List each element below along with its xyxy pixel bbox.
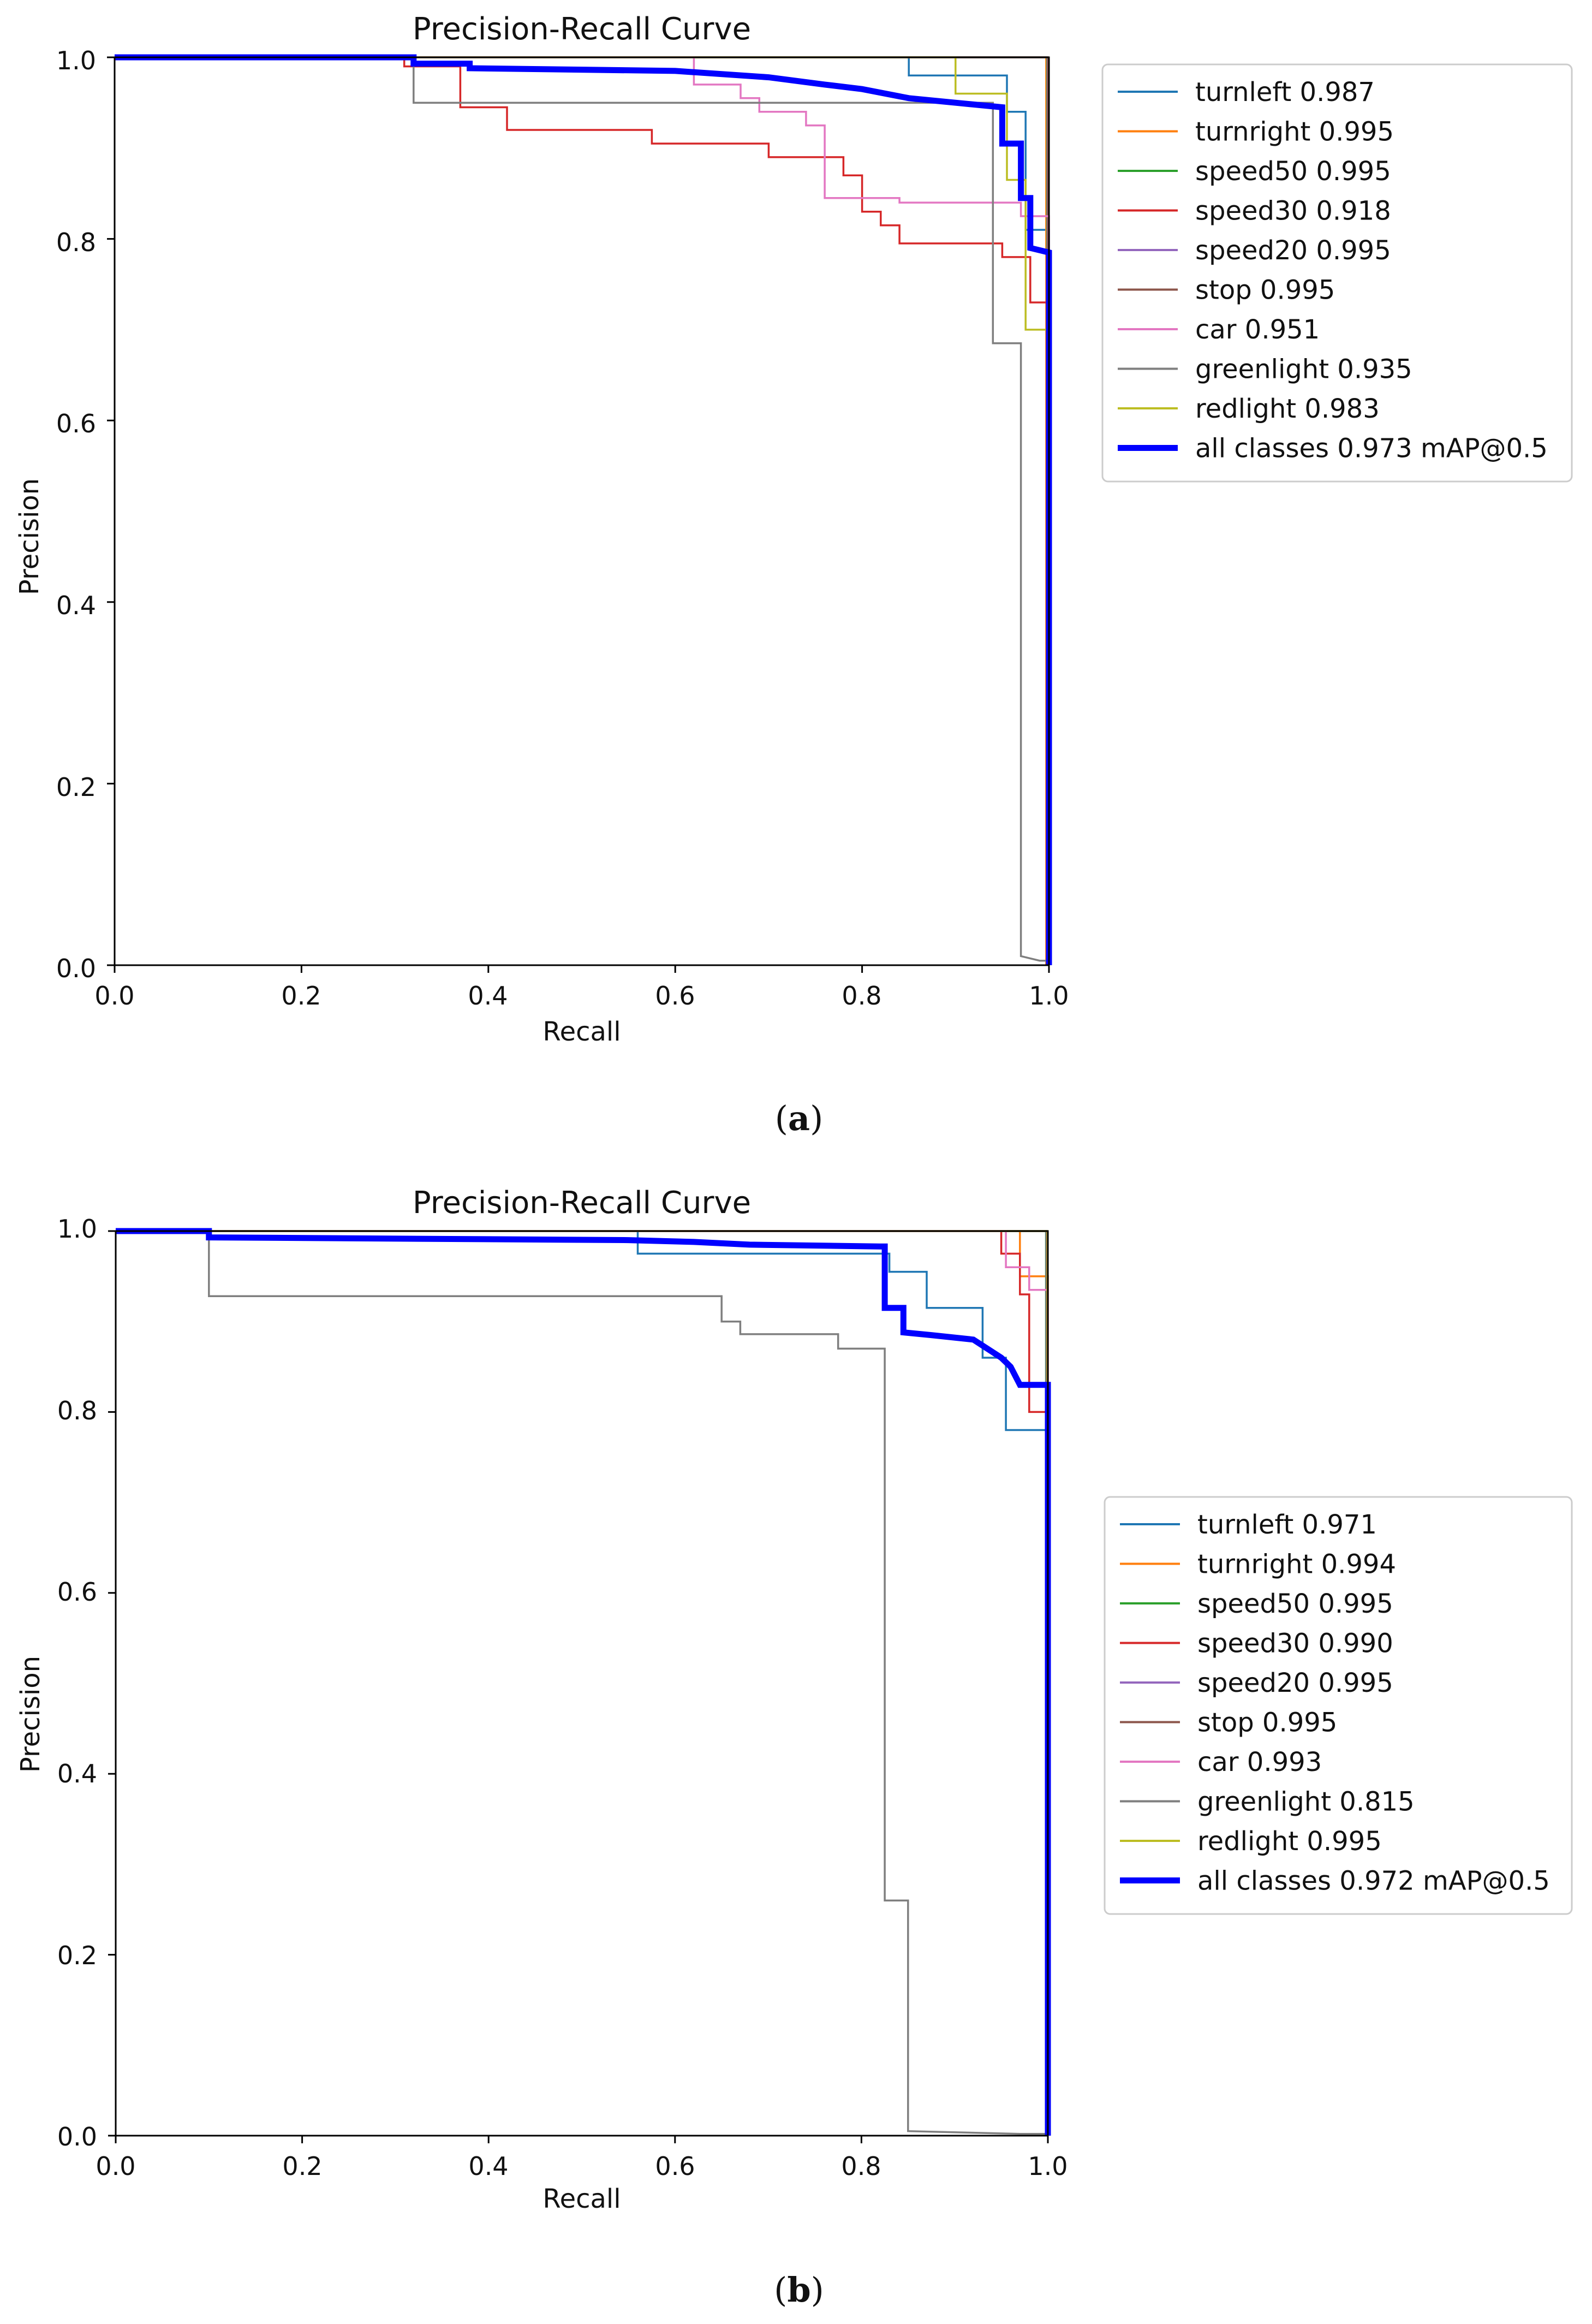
series-line-speed30 xyxy=(115,56,1050,965)
legend-entry: turnleft 0.987 xyxy=(1195,77,1375,108)
series-line-turnleft xyxy=(115,56,1050,965)
legend-entry: all classes 0.973 mAP@0.5 xyxy=(1195,433,1548,464)
legend-entry: speed30 0.918 xyxy=(1195,196,1391,227)
series-line-all-classes xyxy=(116,1228,1051,2136)
y-tick-labels: 0.0 0.2 0.4 0.6 0.8 1.0 xyxy=(57,1214,97,2151)
plot-frame xyxy=(114,56,1050,966)
x-tick-label: 0.0 xyxy=(94,981,134,1011)
series-line-greenlight xyxy=(115,56,1050,965)
panel-caption: (b) xyxy=(774,2270,824,2310)
legend-entry: turnleft 0.971 xyxy=(1197,1509,1377,1540)
x-tick-label: 0.8 xyxy=(841,2151,881,2181)
legend-entry: stop 0.995 xyxy=(1195,275,1335,306)
tick-marks xyxy=(107,56,1050,973)
legend-box xyxy=(1101,63,1573,483)
y-tick-label: 0.0 xyxy=(56,954,96,983)
chart-title: Precision-Recall Curve xyxy=(413,11,751,47)
y-axis-label: Precision xyxy=(15,1656,46,1773)
legend: turnleft 0.971 turnright 0.994 speed50 0.9… xyxy=(1104,1496,1573,1915)
x-tick-label: 1.0 xyxy=(1029,981,1069,1011)
legend-entry: turnright 0.994 xyxy=(1197,1549,1396,1580)
panel-b: Precision-Recall Curve Recall Precision … xyxy=(15,1185,1573,2310)
series-line-speed30 xyxy=(116,1230,1049,2136)
x-tick-label: 0.6 xyxy=(655,2151,695,2181)
x-tick-label: 0.0 xyxy=(96,2151,135,2181)
x-tick-label: 0.4 xyxy=(468,981,508,1011)
y-tick-label: 0.2 xyxy=(57,1941,97,1970)
series-line-greenlight xyxy=(116,1230,1049,2136)
legend: turnleft 0.987 turnright 0.995 speed50 0.9… xyxy=(1101,63,1573,483)
legend-entry: all classes 0.972 mAP@0.5 xyxy=(1197,1866,1550,1897)
y-axis-label: Precision xyxy=(14,478,45,595)
series-line-turnright xyxy=(115,56,1047,965)
legend-entry: speed50 0.995 xyxy=(1195,156,1391,187)
plot-frame xyxy=(115,1230,1049,2137)
legend-entry: speed20 0.995 xyxy=(1197,1668,1393,1698)
y-tick-label: 0.4 xyxy=(57,1759,97,1788)
y-tick-label: 0.0 xyxy=(57,2122,97,2151)
series-line-speed50 xyxy=(115,56,1048,965)
series-line-redlight xyxy=(115,56,1050,965)
legend-entry: car 0.993 xyxy=(1197,1747,1322,1778)
series-line-speed20 xyxy=(116,1230,1048,2136)
x-tick-label: 0.2 xyxy=(282,2151,322,2181)
x-tick-labels: 0.0 0.2 0.4 0.6 0.8 1.0 xyxy=(96,2151,1068,2181)
chart-title: Precision-Recall Curve xyxy=(413,1185,751,1221)
x-tick-label: 0.6 xyxy=(655,981,695,1011)
series-line-all-classes xyxy=(115,54,1052,965)
x-tick-labels: 0.0 0.2 0.4 0.6 0.8 1.0 xyxy=(94,981,1069,1011)
y-tick-label: 1.0 xyxy=(56,46,96,75)
legend-entry: speed30 0.990 xyxy=(1197,1628,1393,1659)
legend-entry: speed50 0.995 xyxy=(1197,1589,1393,1619)
legend-entry: redlight 0.995 xyxy=(1197,1826,1382,1857)
y-tick-label: 0.6 xyxy=(56,409,96,438)
tick-marks xyxy=(108,1230,1049,2143)
y-tick-label: 0.8 xyxy=(57,1396,97,1425)
legend-entry: speed20 0.995 xyxy=(1195,235,1391,266)
legend-entry: stop 0.995 xyxy=(1197,1708,1337,1738)
panel-caption: (a) xyxy=(775,1098,824,1138)
legend-box xyxy=(1104,1496,1573,1915)
y-tick-labels: 0.0 0.2 0.4 0.6 0.8 1.0 xyxy=(56,46,96,983)
series-line-car xyxy=(115,56,1050,965)
legend-entry: greenlight 0.935 xyxy=(1195,354,1412,385)
y-tick-label: 0.8 xyxy=(56,228,96,257)
legend-entry: redlight 0.983 xyxy=(1195,394,1380,424)
panel-a: Precision-Recall Curve Recall Precision … xyxy=(14,11,1573,1138)
curve-layer xyxy=(115,54,1052,965)
legend-entry: car 0.951 xyxy=(1195,314,1320,345)
series-line-stop xyxy=(115,56,1050,965)
legend-entry: turnright 0.995 xyxy=(1195,117,1394,147)
series-line-speed20 xyxy=(115,56,1049,965)
x-tick-label: 0.4 xyxy=(468,2151,508,2181)
x-axis-label: Recall xyxy=(542,2184,621,2214)
y-tick-label: 1.0 xyxy=(57,1214,97,1244)
x-tick-label: 0.8 xyxy=(842,981,881,1011)
y-tick-label: 0.2 xyxy=(56,772,96,802)
x-tick-label: 1.0 xyxy=(1028,2151,1068,2181)
x-axis-label: Recall xyxy=(542,1017,621,1047)
legend-entry: greenlight 0.815 xyxy=(1197,1787,1415,1817)
x-tick-label: 0.2 xyxy=(281,981,321,1011)
series-line-turnleft xyxy=(116,1230,1049,2136)
y-tick-label: 0.4 xyxy=(56,591,96,620)
series-line-speed50 xyxy=(116,1230,1047,2136)
curve-layer xyxy=(116,1228,1051,2136)
y-tick-label: 0.6 xyxy=(57,1577,97,1607)
